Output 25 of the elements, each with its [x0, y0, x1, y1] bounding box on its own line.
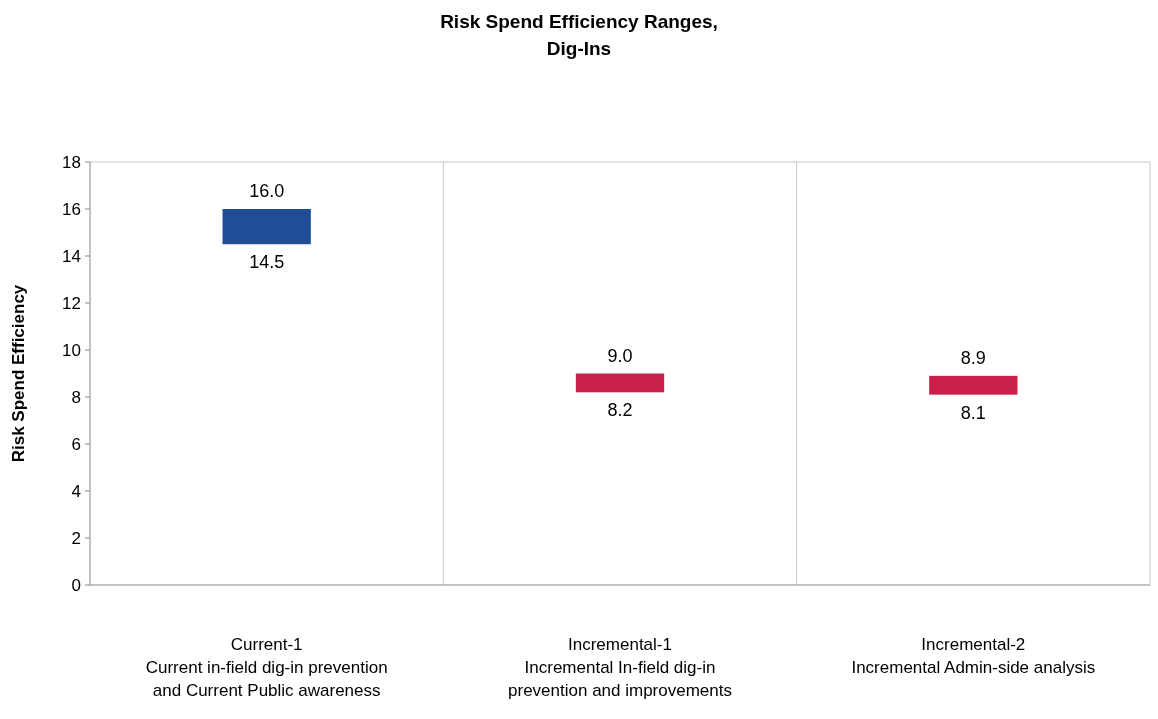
bar [929, 375, 1018, 395]
annotation: 8.1 [960, 402, 986, 423]
annotation: 14.5 [249, 252, 285, 273]
annotation: 8.9 [960, 347, 986, 368]
y-tick-label: 4 [71, 481, 81, 501]
y-tick-label: 16 [62, 199, 81, 219]
y-tick-label: 14 [62, 246, 81, 266]
bar [222, 209, 311, 245]
y-tick-label: 10 [62, 340, 81, 360]
y-tick-label: 6 [71, 434, 81, 454]
y-tick-label: 2 [71, 528, 81, 548]
annotation: 9.0 [607, 345, 633, 366]
chart-title: Risk Spend Efficiency Ranges, [440, 11, 718, 32]
annotation: 8.2 [607, 400, 633, 421]
x-tick-label: Incremental-2 Incremental Admin-side analysis [851, 635, 1096, 677]
y-tick-label: 0 [71, 575, 81, 595]
x-tick-label: Incremental-1 Incremental In-field dig-in prevention and improvements [508, 635, 732, 700]
y-tick-label: 8 [71, 387, 81, 407]
y-tick-label: 18 [62, 152, 81, 172]
y-tick-label: 12 [62, 293, 81, 313]
chart-subtitle: Dig-Ins [546, 38, 612, 59]
bar [575, 373, 665, 393]
annotation: 16.0 [249, 181, 285, 201]
y-axis-title: Risk Spend Efficiency [9, 284, 28, 463]
x-tick-label: Current-1 Current in-field dig-in prevention and Current Public awareness [145, 635, 388, 700]
